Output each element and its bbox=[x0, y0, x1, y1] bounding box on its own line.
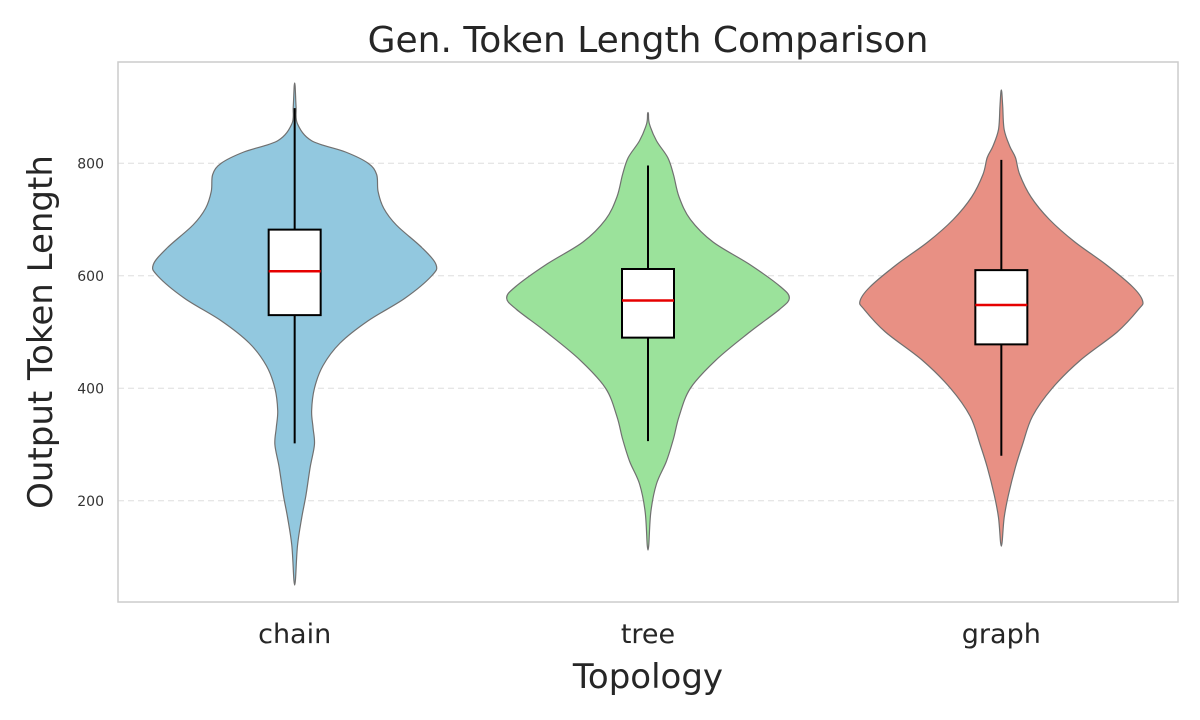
y-axis-label: Output Token Length bbox=[21, 155, 61, 509]
x-category-labels: chain tree graph bbox=[258, 619, 1041, 650]
violins bbox=[151, 82, 1144, 586]
violin-chain bbox=[151, 82, 438, 586]
iqr-box-tree bbox=[621, 268, 675, 339]
violin-tree bbox=[506, 111, 790, 551]
violin-graph bbox=[859, 89, 1144, 547]
x-tick-graph: graph bbox=[962, 619, 1041, 650]
plot-frame bbox=[117, 61, 1179, 603]
chart-title: Gen. Token Length Comparison bbox=[368, 20, 929, 61]
y-tick-800: 800 bbox=[77, 156, 104, 172]
y-tick-600: 600 bbox=[77, 269, 104, 285]
y-tick-400: 400 bbox=[77, 381, 104, 397]
iqr-box-graph bbox=[974, 269, 1029, 346]
x-tick-tree: tree bbox=[621, 619, 675, 650]
x-axis-label: Topology bbox=[572, 657, 723, 697]
y-tick-200: 200 bbox=[77, 494, 104, 510]
y-tick-labels: 200 400 600 800 bbox=[77, 156, 104, 510]
x-tick-chain: chain bbox=[258, 619, 331, 650]
